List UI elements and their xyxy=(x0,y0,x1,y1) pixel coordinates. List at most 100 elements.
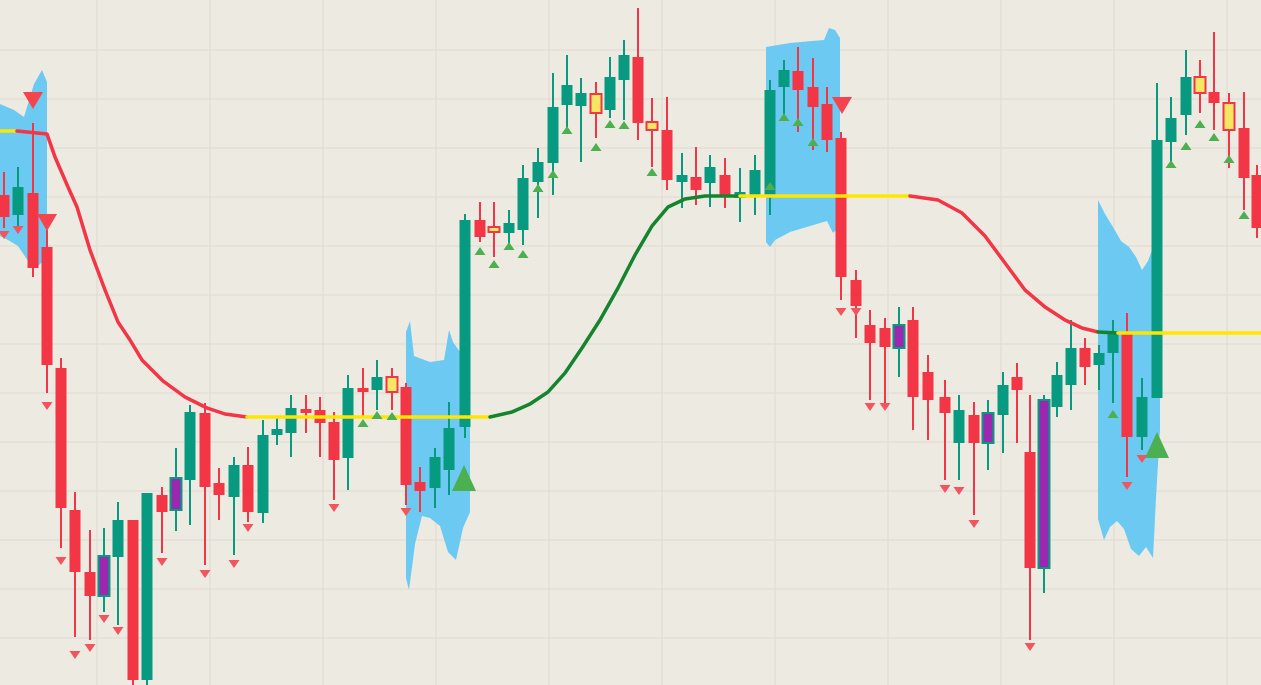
candle-15-bear xyxy=(213,468,225,520)
buy-arrow-icon xyxy=(792,118,804,126)
candle-76-bull xyxy=(1093,345,1105,390)
candle-body xyxy=(1121,332,1133,437)
ma-segment-red xyxy=(908,194,1100,334)
candle-30-bull xyxy=(429,448,441,508)
candle-82-bull xyxy=(1180,50,1192,135)
buy-arrow-icon xyxy=(764,182,776,190)
candle-20-bull xyxy=(285,395,297,457)
candle-body xyxy=(69,510,81,572)
sell-arrow-icon xyxy=(12,226,24,234)
candle-body xyxy=(443,428,455,470)
candle-body xyxy=(199,413,211,487)
sell-arrow-icon xyxy=(953,487,965,495)
candle-24-bull xyxy=(342,375,354,490)
candle-74-bull xyxy=(1065,320,1077,410)
candle-body xyxy=(385,376,399,393)
candle-body xyxy=(1180,77,1192,115)
candle-body xyxy=(371,377,383,390)
buy-arrow-icon xyxy=(604,120,616,128)
candle-63-bear xyxy=(907,307,919,430)
candle-35-bull xyxy=(503,210,515,245)
candle-body xyxy=(285,408,297,433)
buy-arrow-icon xyxy=(517,250,529,258)
candle-body xyxy=(547,107,559,163)
candle-60-bear xyxy=(864,310,876,400)
candle-body xyxy=(997,385,1009,415)
sell-arrow-icon xyxy=(850,308,862,316)
candle-body xyxy=(953,410,965,443)
candle-body xyxy=(661,130,673,180)
candle-79-bull xyxy=(1136,378,1148,450)
candle-body xyxy=(156,495,168,512)
candle-body xyxy=(704,167,716,183)
candle-body xyxy=(429,457,441,488)
candle-body xyxy=(1251,175,1261,228)
candle-body xyxy=(532,162,544,182)
sell-arrow-icon xyxy=(328,504,340,512)
candle-body xyxy=(1238,128,1250,178)
candle-23-bear xyxy=(328,412,340,500)
candle-53-bull xyxy=(764,80,776,215)
candle-body xyxy=(907,320,919,397)
signal-zone-zone-1 xyxy=(0,70,47,268)
candle-26-bull xyxy=(371,360,383,410)
candle-body xyxy=(764,90,776,197)
candle-22-bear xyxy=(314,397,326,457)
candle-36-bull xyxy=(517,165,529,245)
candle-0-bear xyxy=(0,172,10,228)
candle-body xyxy=(807,87,819,107)
candle-body xyxy=(242,465,254,512)
candle-body xyxy=(1165,118,1177,142)
candle-body xyxy=(1151,140,1163,398)
candle-body xyxy=(749,170,761,197)
candle-7-purple xyxy=(97,528,111,612)
buy-arrow-icon xyxy=(488,260,500,268)
buy-arrow-icon xyxy=(1165,160,1177,168)
candle-71-bear xyxy=(1024,395,1036,640)
candle-46-bear xyxy=(661,97,673,190)
candle-body xyxy=(127,520,139,680)
candle-body xyxy=(1037,399,1051,569)
candle-body xyxy=(1136,397,1148,437)
candle-body xyxy=(879,328,891,347)
candle-87-bear xyxy=(1251,165,1261,238)
sell-arrow-icon xyxy=(98,615,110,623)
candles xyxy=(0,8,1261,685)
candle-8-bull xyxy=(112,502,124,625)
candle-14-bear xyxy=(199,403,211,565)
candle-3-bear xyxy=(41,230,53,393)
candle-body xyxy=(589,93,603,114)
candle-49-bull xyxy=(704,155,716,207)
candle-55-bear xyxy=(792,47,804,132)
buy-arrow-icon xyxy=(561,126,573,134)
candle-body xyxy=(41,247,53,365)
sell-arrow-icon xyxy=(84,644,96,652)
candle-21-bear xyxy=(300,395,312,433)
candle-body xyxy=(561,85,573,105)
candle-65-bear xyxy=(939,380,951,480)
moving-average-line xyxy=(0,129,1261,419)
candle-body xyxy=(112,520,124,557)
big-sell-arrow-icon xyxy=(37,214,57,231)
candle-73-bull xyxy=(1051,362,1063,417)
candle-19-bull xyxy=(271,418,283,445)
candle-10-bull xyxy=(141,493,153,685)
candle-81-bull xyxy=(1165,97,1177,168)
candle-body xyxy=(503,223,515,233)
candle-1-bull xyxy=(12,167,24,233)
candle-body xyxy=(981,412,995,444)
candle-16-bull xyxy=(228,457,240,555)
buy-arrow-icon xyxy=(618,121,630,129)
candle-2-bear xyxy=(27,123,39,277)
candle-12-purple xyxy=(169,448,183,531)
candle-body xyxy=(719,175,731,197)
sell-arrow-icon xyxy=(835,308,847,316)
buy-arrow-icon xyxy=(371,411,383,419)
ma-segment-green xyxy=(488,194,742,419)
candle-34-yellow xyxy=(487,202,501,257)
candle-52-bull xyxy=(749,155,761,215)
candle-body xyxy=(1024,452,1036,568)
buy-arrow-icon xyxy=(1223,155,1235,163)
candle-body xyxy=(357,388,369,392)
